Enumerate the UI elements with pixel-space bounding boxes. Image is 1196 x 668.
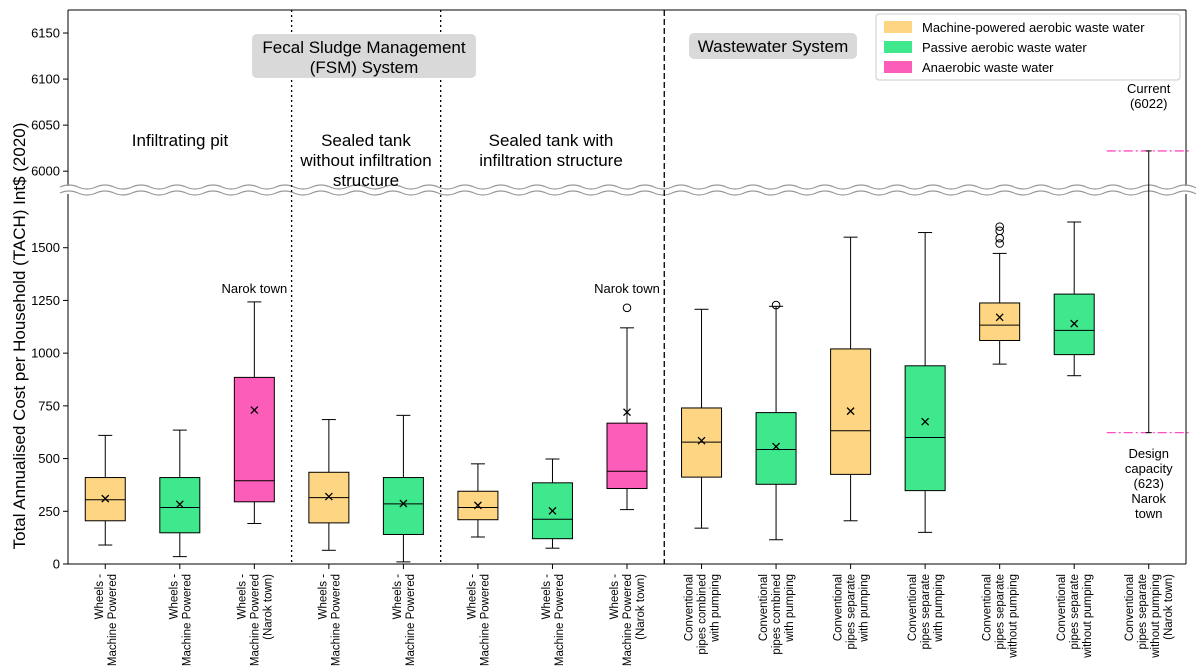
outlier-point-13 bbox=[995, 239, 1004, 248]
x-tick-label-15: Conventionalpipes separatewithout pumpin… bbox=[1124, 574, 1175, 659]
x-tick-label-11: Conventionalpipes separatewith pumping bbox=[833, 574, 871, 649]
x-tick-label-8: Wheels -Machine Powered(Narok town) bbox=[609, 574, 647, 666]
annotation-narok-town-1: Narok town bbox=[221, 281, 287, 296]
x-tick-label-9: Conventionalpipes combinedwith pumping bbox=[684, 574, 722, 655]
mean-marker-10 bbox=[772, 442, 781, 451]
mean-marker-13 bbox=[995, 313, 1004, 322]
y-tick-label: 6150 bbox=[31, 26, 60, 41]
outlier-point-13 bbox=[995, 226, 1004, 236]
x-tick-label-2: Wheels -Machine Powered bbox=[168, 574, 193, 666]
box-13 bbox=[979, 302, 1021, 341]
box-8 bbox=[606, 422, 648, 490]
y-tick-label: 6050 bbox=[31, 118, 60, 133]
y-tick-label: 500 bbox=[38, 451, 60, 466]
y-tick-label: 6100 bbox=[31, 72, 60, 87]
legend-label-2: Passive aerobic waste water bbox=[922, 40, 1087, 55]
legend-swatch-2 bbox=[884, 41, 912, 53]
x-tick-label-1: Wheels -Machine Powered bbox=[94, 574, 119, 666]
region-label-sealed-tank-with: Sealed tank with infiltration structure bbox=[479, 131, 623, 170]
system-label-fecal-sludge-management: Fecal Sludge Management (FSM) System bbox=[262, 38, 465, 77]
x-tick-label-6: Wheels -Machine Powered bbox=[466, 574, 491, 666]
mean-marker-3 bbox=[250, 406, 259, 415]
mean-marker-8 bbox=[623, 408, 631, 417]
mean-marker-14 bbox=[1070, 319, 1079, 328]
box-5 bbox=[382, 477, 424, 535]
x-tick-label-3: Wheels -Machine Powered(Narok town) bbox=[236, 574, 274, 666]
y-axis-label: Total Annualised Cost per Household (TAC… bbox=[10, 123, 29, 550]
y-tick-label: 1000 bbox=[31, 346, 60, 361]
annotation-narok-town-2: Narok town bbox=[594, 281, 660, 296]
mean-marker-12 bbox=[921, 417, 930, 426]
mean-marker-4 bbox=[324, 492, 333, 501]
outlier-point-8 bbox=[622, 303, 632, 313]
x-tick-label-4: Wheels -Machine Powered bbox=[317, 574, 342, 666]
y-tick-label: 750 bbox=[38, 398, 60, 413]
legend-label-3: Anaerobic waste water bbox=[922, 60, 1054, 75]
x-tick-label-7: Wheels -Machine Powered bbox=[541, 574, 566, 666]
mean-marker-2 bbox=[175, 500, 184, 509]
axis-break-gap bbox=[58, 186, 1196, 194]
mean-marker-1 bbox=[101, 494, 110, 503]
annotation-design-4: Design capacity (623) Narok town bbox=[1125, 446, 1173, 521]
legend-box bbox=[875, 13, 1181, 81]
box-10 bbox=[755, 412, 797, 485]
system-label-box bbox=[252, 34, 476, 78]
y-tick-label: 250 bbox=[38, 504, 60, 519]
y-tick-label: 1500 bbox=[31, 240, 60, 255]
legend-swatch-1 bbox=[884, 21, 912, 33]
box-3 bbox=[233, 376, 275, 503]
legend-label-1: Machine-powered aerobic waste water bbox=[922, 20, 1145, 35]
region-label-infiltrating-pit: Infiltrating pit bbox=[132, 131, 229, 150]
x-tick-label-5: Wheels -Machine Powered bbox=[392, 574, 417, 666]
outlier-point-13 bbox=[995, 233, 1004, 243]
outlier-point-10 bbox=[771, 300, 781, 310]
x-tick-label-13: Conventionalpipes separatewithout pumpin… bbox=[982, 574, 1020, 659]
axis-break-line-lower bbox=[59, 190, 1196, 196]
x-tick-label-10: Conventionalpipes combinedwith pumping bbox=[758, 574, 796, 655]
x-tick-label-12: Conventionalpipes separatewith pumping bbox=[907, 574, 945, 649]
system-label-box bbox=[689, 33, 857, 59]
mean-marker-7 bbox=[548, 506, 557, 515]
mean-marker-6 bbox=[473, 501, 482, 510]
box-12 bbox=[904, 365, 946, 492]
system-label-wastewater-system: Wastewater System bbox=[698, 37, 849, 56]
mean-marker-11 bbox=[846, 407, 855, 416]
y-tick-label: 0 bbox=[53, 557, 60, 572]
mean-marker-9 bbox=[697, 436, 706, 445]
axis-break-line-upper bbox=[59, 184, 1196, 190]
y-tick-label: 1250 bbox=[31, 293, 60, 308]
x-tick-label-14: Conventionalpipes separatewithout pumpin… bbox=[1056, 574, 1094, 659]
box-14 bbox=[1053, 293, 1095, 356]
annotation-current-3: Current (6022) bbox=[1127, 81, 1171, 111]
outlier-point-13 bbox=[995, 222, 1004, 231]
region-label-sealed-tank: Sealed tank without infiltration structure bbox=[299, 131, 431, 190]
y-tick-label: 6000 bbox=[31, 164, 60, 179]
legend-swatch-3 bbox=[884, 61, 912, 73]
mean-marker-5 bbox=[399, 499, 408, 508]
